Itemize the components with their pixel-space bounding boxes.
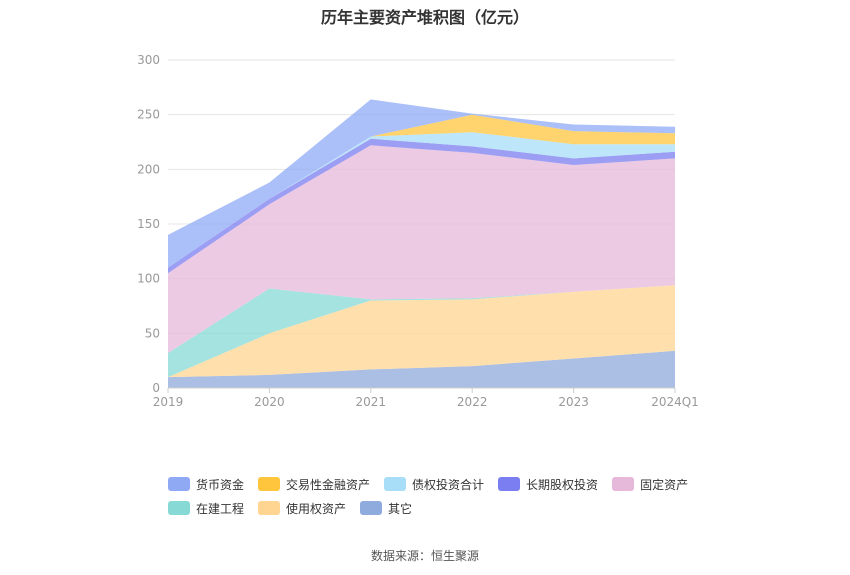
y-tick-label: 200 [137,162,160,176]
y-tick-label: 50 [145,326,160,340]
legend-item[interactable]: 使用权资产 [258,500,346,517]
legend-swatch [258,501,281,515]
x-tick-label: 2020 [254,395,285,409]
legend-label: 货币资金 [196,477,245,492]
legend-swatch [168,477,190,491]
legend-row: 货币资金 交易性金融资产 债权投资合计 长期股权投资 固定资产 [168,472,728,496]
legend-item[interactable]: 固定资产 [612,476,688,493]
area-series-5 [168,132,675,268]
legend-item[interactable]: 长期股权投资 [498,476,598,493]
legend-label: 使用权资产 [286,501,347,516]
x-tick-label: 2022 [457,395,488,409]
y-tick-label: 100 [137,272,160,286]
legend-label: 固定资产 [640,477,689,492]
legend-swatch [384,477,407,491]
legend-item[interactable]: 货币资金 [168,476,244,493]
x-tick-label: 2019 [153,395,184,409]
legend-label: 长期股权投资 [526,477,599,492]
area-series-1 [168,285,675,378]
legend-item[interactable]: 交易性金融资产 [258,476,370,493]
legend-item[interactable]: 债权投资合计 [384,476,484,493]
y-tick-label: 300 [137,53,160,67]
x-tick-label: 2024Q1 [651,395,699,409]
area-series-0 [168,350,675,388]
y-tick-label: 250 [137,108,160,122]
legend-item[interactable]: 在建工程 [168,500,244,517]
data-source-note: 数据来源：恒生聚源 [370,549,479,563]
legend-row: 在建工程 使用权资产 其它 [168,496,728,520]
x-tick-label: 2023 [558,395,589,409]
y-tick-label: 0 [152,381,160,395]
x-tick-label: 2021 [356,395,387,409]
area-series-3 [168,145,675,353]
legend-swatch [360,501,383,515]
legend-swatch [612,477,635,491]
legend-swatch [498,477,521,491]
y-tick-label: 150 [137,217,160,231]
legend-label: 债权投资合计 [412,477,485,492]
chart-title: 历年主要资产堆积图（亿元） [320,8,529,27]
chart-legend: 货币资金 交易性金融资产 债权投资合计 长期股权投资 固定资产在建工程 使用权资产 其它 [168,472,728,520]
legend-label: 在建工程 [196,501,245,516]
area-series-2 [168,285,675,378]
legend-swatch [258,477,281,491]
legend-item[interactable]: 其它 [360,500,412,517]
legend-swatch [168,501,190,515]
legend-label: 交易性金融资产 [286,477,371,492]
legend-label: 其它 [388,501,413,516]
area-series-7 [168,99,675,268]
